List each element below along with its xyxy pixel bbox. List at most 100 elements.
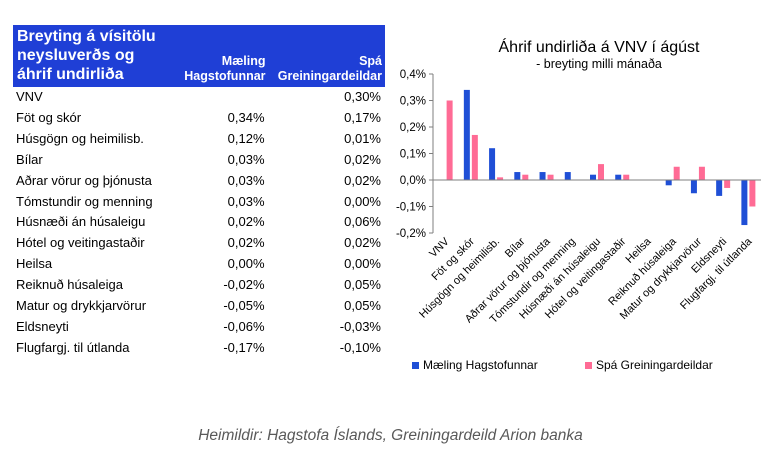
data-table: Breyting á vísitölu neysluverðs og áhrif…: [13, 25, 385, 358]
table-row: Flugfargj. til útlanda -0,17% -0,10%: [13, 337, 385, 358]
bar-greiningardeild: [547, 174, 554, 180]
table-row: Föt og skór 0,34% 0,17%: [13, 108, 385, 129]
table-header-row: Breyting á vísitölu neysluverðs og áhrif…: [13, 25, 385, 87]
table-row: Reiknuð húsaleiga -0,02% 0,05%: [13, 275, 385, 296]
bar-greiningardeild: [471, 134, 478, 180]
table-title: Breyting á vísitölu neysluverðs og áhrif…: [13, 25, 177, 87]
legend-label-hagstofa: Mæling Hagstofunnar: [423, 358, 538, 372]
value-hagstofa: 0,02%: [227, 214, 265, 230]
y-tick-label: 0,1%: [400, 149, 426, 161]
value-hagstofa: [177, 87, 269, 108]
value-greiningardeild: 0,02%: [344, 151, 381, 167]
row-label: Eldsneyti: [16, 318, 69, 334]
value-hagstofa: -0,06%: [223, 318, 265, 334]
bar-greiningardeild: [623, 174, 630, 180]
value-greiningardeild: -0,03%: [339, 318, 381, 334]
table-row: Matur og drykkjarvörur -0,05% 0,05%: [13, 295, 385, 316]
legend-swatch-greiningardeild: [585, 362, 592, 369]
value-hagstofa: 0,03%: [227, 172, 265, 188]
bar-hagstofa: [590, 174, 596, 180]
row-label: VNV: [16, 89, 43, 105]
table-row: Hótel og veitingastaðir 0,02% 0,02%: [13, 233, 385, 254]
bar-hagstofa: [539, 172, 546, 180]
value-greiningardeild: -0,10%: [339, 339, 381, 355]
bar-hagstofa: [741, 180, 748, 226]
column-header-line: Hagstofunnar: [184, 69, 266, 83]
row-label: Húsnæði án húsaleigu: [16, 214, 146, 230]
legend-swatch-hagstofa: [412, 362, 419, 369]
value-greiningardeild: 0,05%: [344, 297, 381, 313]
row-label: Hótel og veitingastaðir: [16, 235, 145, 251]
column-header-line: Mæling: [221, 54, 266, 68]
y-tick-label: 0,2%: [400, 122, 426, 134]
bar-greiningardeild: [522, 174, 529, 180]
chart-panel: Áhrif undirliða á VNV í ágúst - breyting …: [388, 30, 781, 385]
bar-hagstofa: [514, 172, 521, 180]
row-label: Flugfargj. til útlanda: [16, 339, 130, 355]
bar-greiningardeild: [724, 180, 731, 188]
table-row: Húsgögn og heimilisb. 0,12% 0,01%: [13, 129, 385, 150]
source-caption: Heimildir: Hagstofa Íslands, Greiningard…: [198, 427, 583, 444]
bar-hagstofa: [615, 174, 622, 180]
value-hagstofa: -0,05%: [223, 297, 265, 313]
table-body: VNV 0,30% Föt og skór 0,34% 0,17% Húsgögn og …: [13, 87, 385, 358]
chart-subtitle: - breyting milli mánaða: [536, 57, 662, 71]
bar-hagstofa: [665, 180, 672, 186]
table-title-line: áhrif undirliða: [17, 66, 124, 83]
column-header-hagstofa: Mæling Hagstofunnar: [177, 25, 269, 87]
row-label: Aðrar vörur og þjónusta: [16, 172, 152, 188]
table-row: Bílar 0,03% 0,02%: [13, 150, 385, 171]
value-greiningardeild: 0,06%: [344, 214, 381, 230]
bar-hagstofa: [463, 89, 470, 180]
row-label: Tómstundir og menning: [16, 193, 153, 209]
value-hagstofa: 0,03%: [227, 193, 265, 209]
table-row: Heilsa 0,00% 0,00%: [13, 254, 385, 275]
column-header-line: Spá: [359, 54, 382, 68]
bar-greiningardeild: [749, 180, 756, 207]
table-title-line: Breyting á vísitölu: [17, 28, 156, 45]
column-header-line: Greiningardeildar: [277, 69, 382, 83]
value-greiningardeild: 0,02%: [344, 172, 381, 188]
row-label: Reiknuð húsaleiga: [16, 277, 123, 293]
value-hagstofa: 0,03%: [227, 151, 265, 167]
row-label: Matur og drykkjarvörur: [16, 297, 147, 313]
table-title-line: neysluverðs og: [17, 47, 135, 64]
bar-chart: Áhrif undirliða á VNV í ágúst- breyting …: [396, 37, 761, 372]
table-row: Aðrar vörur og þjónusta 0,03% 0,02%: [13, 170, 385, 191]
bar-greiningardeild: [698, 166, 705, 180]
table-row: Tómstundir og menning 0,03% 0,00%: [13, 191, 385, 212]
value-hagstofa: 0,12%: [227, 131, 265, 147]
value-greiningardeild: 0,00%: [344, 256, 381, 272]
value-greiningardeild: 0,05%: [344, 277, 381, 293]
value-greiningardeild: 0,00%: [344, 193, 381, 209]
table-row: Eldsneyti -0,06% -0,03%: [13, 316, 385, 337]
value-hagstofa: 0,00%: [227, 256, 265, 272]
bar-greiningardeild: [598, 164, 604, 180]
table-row: Húsnæði án húsaleigu 0,02% 0,06%: [13, 212, 385, 233]
value-hagstofa: -0,17%: [223, 339, 265, 355]
bar-greiningardeild: [497, 177, 504, 180]
value-hagstofa: 0,34%: [227, 110, 265, 126]
value-hagstofa: -0,02%: [223, 277, 265, 293]
column-header-greiningardeild: Spá Greiningardeildar: [268, 25, 385, 87]
value-greiningardeild: 0,01%: [344, 131, 381, 147]
y-tick-label: 0,3%: [400, 96, 426, 108]
y-tick-label: -0,2%: [396, 228, 426, 240]
legend-label-greiningardeild: Spá Greiningardeildar: [596, 358, 713, 372]
chart-title: Áhrif undirliða á VNV í ágúst: [499, 37, 701, 56]
bar-greiningardeild: [673, 166, 680, 180]
row-label: Heilsa: [16, 256, 53, 272]
bar-hagstofa: [489, 148, 496, 180]
row-label: Föt og skór: [16, 110, 82, 126]
y-tick-label: 0,4%: [400, 69, 426, 81]
value-hagstofa: 0,02%: [227, 235, 265, 251]
bar-hagstofa: [716, 180, 723, 196]
row-label: Húsgögn og heimilisb.: [16, 131, 144, 147]
value-greiningardeild: 0,17%: [344, 110, 381, 126]
table-row: VNV 0,30%: [13, 87, 385, 108]
bar-hagstofa: [564, 172, 571, 180]
bar-hagstofa: [690, 180, 697, 194]
y-tick-label: -0,1%: [396, 202, 426, 214]
bar-greiningardeild: [446, 100, 453, 180]
value-greiningardeild: 0,02%: [344, 235, 381, 251]
